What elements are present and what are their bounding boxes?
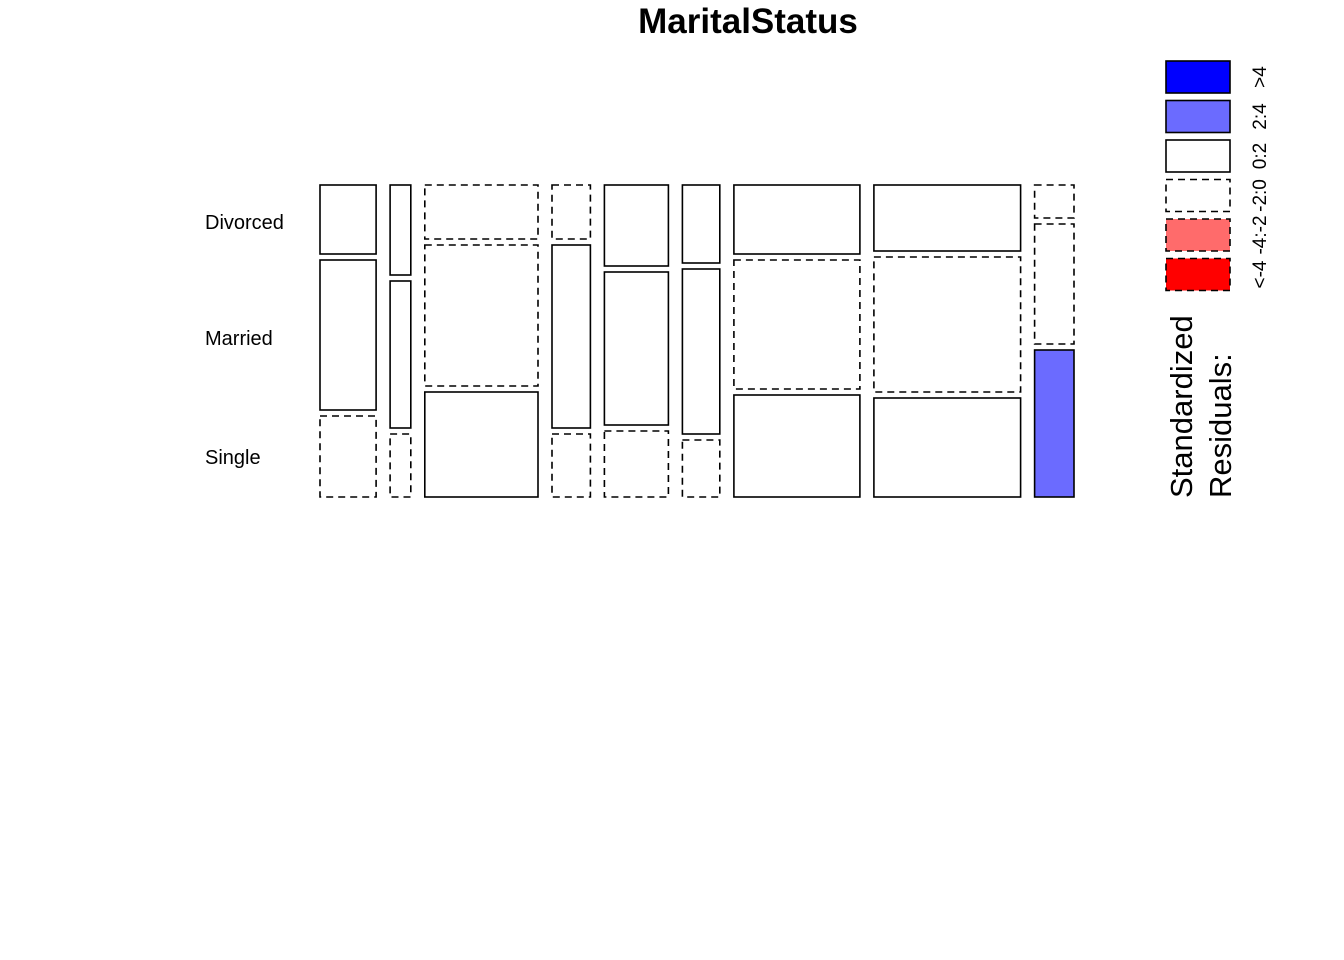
mosaic-tile	[873, 184, 1022, 252]
mosaic-tile	[319, 259, 377, 411]
mosaic-tile	[681, 268, 721, 435]
mosaic-tile	[681, 184, 721, 264]
mosaic-tile	[389, 184, 412, 276]
legend-label: 0:2	[1250, 143, 1271, 169]
mosaic-tile	[551, 244, 592, 429]
mosaic-tile	[389, 280, 412, 429]
legend-swatch	[1165, 178, 1231, 213]
legend-label: <-4	[1250, 260, 1271, 288]
mosaic-tile	[423, 391, 539, 498]
mosaic-tile	[733, 394, 861, 498]
column-label: earch Scientist	[788, 43, 809, 168]
mosaic-tile	[873, 256, 1022, 393]
legend-title: Standardized	[1164, 315, 1199, 498]
mosaic-tile	[603, 271, 670, 426]
mosaic-tile	[319, 415, 377, 498]
legend-swatch	[1165, 218, 1231, 252]
mosaic-tile	[1033, 223, 1075, 345]
mosaic-tile	[551, 184, 592, 240]
column-label: Manager	[562, 43, 583, 119]
legend-label: -4:-2	[1250, 215, 1271, 254]
column-labels: Representative nan Resources tory Technici…	[339, 43, 1066, 179]
column-label: Representative	[339, 44, 360, 172]
legend-title: Residuals:	[1203, 353, 1238, 498]
mosaic-tile	[1033, 349, 1075, 498]
mosaic-tile	[423, 184, 539, 240]
mosaic-tile	[603, 184, 670, 267]
column-label: search Director	[692, 43, 713, 172]
legend-label: 2:4	[1250, 103, 1271, 130]
column-label: cturing Director	[627, 43, 648, 172]
column-label: Representative	[1045, 44, 1066, 172]
row-labels: Divorced Married Single	[205, 212, 284, 469]
mosaic-tile	[873, 397, 1022, 498]
mosaic-tiles	[319, 184, 1075, 498]
mosaic-tile	[681, 439, 721, 498]
row-label: Married	[205, 328, 273, 350]
chart-title: MaritalStatus	[638, 2, 858, 41]
legend-swatch	[1165, 99, 1231, 134]
mosaic-tile	[551, 433, 592, 498]
mosaic-tile	[423, 244, 539, 387]
legend-swatch	[1165, 139, 1231, 173]
legend-label: >4	[1250, 66, 1271, 88]
mosaic-tile	[603, 430, 670, 498]
mosaic-tile	[733, 259, 861, 390]
row-label: Divorced	[205, 212, 284, 234]
legend-label: -2:0	[1250, 179, 1271, 212]
mosaic-tile	[733, 184, 861, 255]
mosaic-tile	[319, 184, 377, 255]
mosaic-tile	[389, 433, 412, 498]
legend-swatch	[1165, 257, 1231, 292]
row-label: Single	[205, 447, 261, 469]
column-label: Sales Executive	[938, 44, 959, 179]
column-label: tory Technician	[472, 44, 493, 170]
mosaic-tile	[1033, 184, 1075, 219]
residual-legend: >4 2:4 0:2 -2:0 -4:-2 <-4 Standardized Residual…	[1164, 60, 1271, 498]
column-label: nan Resources	[392, 44, 413, 172]
legend-swatch	[1165, 60, 1231, 94]
